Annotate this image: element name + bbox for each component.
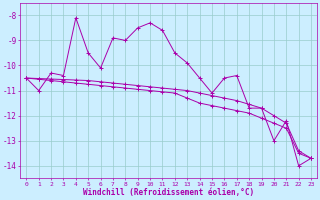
X-axis label: Windchill (Refroidissement éolien,°C): Windchill (Refroidissement éolien,°C) <box>83 188 254 197</box>
